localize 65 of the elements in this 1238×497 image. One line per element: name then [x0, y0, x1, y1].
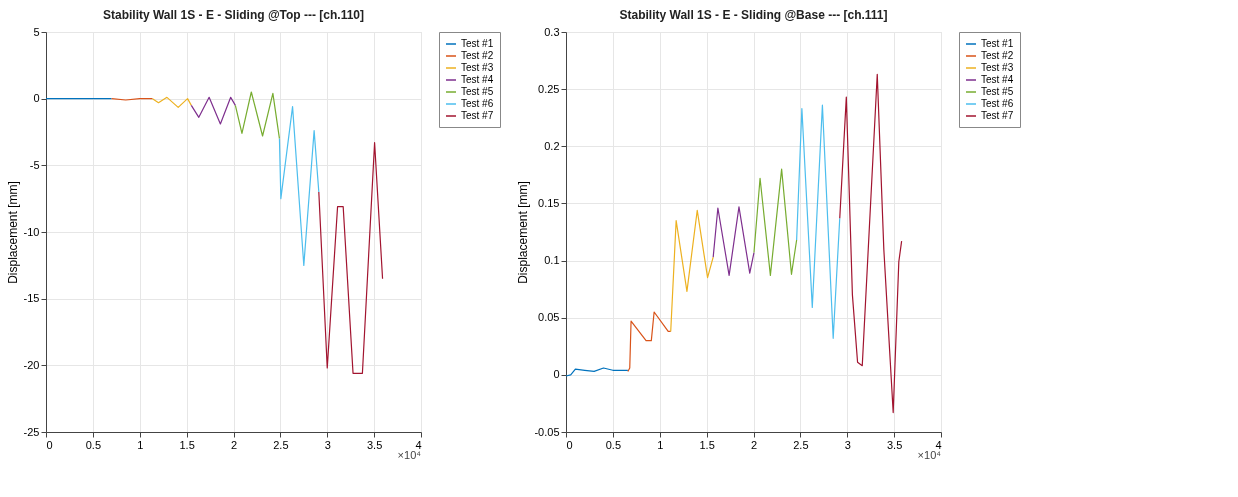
x-tick-label: 1.5	[699, 438, 715, 451]
legend-label: Test #5	[981, 86, 1014, 97]
x-tick-label: 0.5	[85, 438, 102, 451]
y-tick-label: 5	[33, 25, 40, 38]
y-tick-label: -15	[23, 292, 40, 305]
legend-label: Test #5	[461, 86, 494, 97]
x-tick-label: 4	[935, 438, 942, 451]
y-tick-label: -10	[23, 225, 40, 238]
x-tick-label: 2.5	[793, 438, 809, 451]
x-tick-label: 0.5	[605, 438, 622, 451]
legend-label: Test #2	[981, 50, 1014, 61]
legend-label: Test #4	[981, 74, 1014, 85]
legend-label: Test #2	[461, 50, 494, 61]
x-tick-label: 0	[566, 438, 573, 451]
line-series	[839, 73, 903, 414]
y-tick-label: 0.3	[544, 25, 560, 38]
x-tick-label: 2.5	[273, 438, 289, 451]
text: ×10⁴	[917, 449, 942, 461]
line-series	[712, 206, 755, 277]
line-series	[278, 106, 320, 266]
line-series	[190, 96, 236, 125]
x-tick-label: 1.5	[179, 438, 195, 451]
line-series	[627, 311, 672, 373]
legend-label: Test #7	[461, 110, 494, 121]
line-series	[566, 367, 629, 377]
x-tick-label: 2	[750, 438, 758, 451]
line-series	[796, 104, 841, 339]
line-series	[151, 96, 192, 108]
y-tick-label: 0.1	[544, 254, 560, 267]
y-tick-label: 0.15	[538, 196, 560, 209]
line-series	[753, 168, 798, 277]
legend-label: Test #1	[981, 38, 1014, 49]
legend-label: Test #6	[461, 98, 494, 109]
y-tick-label: 0	[33, 92, 40, 105]
y-tick-label: 0.2	[544, 139, 560, 152]
y-tick-label: -25	[23, 425, 40, 438]
legend-label: Test #3	[981, 62, 1014, 73]
line-series	[670, 209, 714, 333]
x-tick-label: 3.5	[366, 438, 383, 451]
legend-label: Test #3	[461, 62, 494, 73]
y-tick-label: 0.05	[538, 311, 560, 324]
x-tick-label: 3	[844, 438, 851, 451]
y-tick-label: -0.05	[534, 425, 560, 438]
legend-label: Test #4	[461, 74, 494, 85]
chart-title: Stability Wall 1S - E - Sliding @Top --- [ch.110]	[102, 8, 365, 22]
y-axis-title: Displacement [mm]	[516, 181, 531, 284]
x-tick-label: 2	[230, 438, 238, 451]
chart-title: Stability Wall 1S - E - Sliding @Base --- [ch.111]	[619, 8, 888, 22]
y-tick-label: 0.25	[538, 82, 560, 95]
line-series	[234, 91, 281, 140]
y-tick-label: -5	[29, 158, 40, 171]
x-tick-label: 3.5	[886, 438, 903, 451]
x-tick-label: 3	[324, 438, 331, 451]
legend-label: Test #7	[981, 110, 1014, 121]
x-tick-label: 4	[415, 438, 422, 451]
legend-label: Test #6	[981, 98, 1014, 109]
y-tick-label: 0	[553, 368, 560, 381]
line-series	[318, 142, 384, 374]
x-tick-label: 1	[657, 438, 664, 451]
legend-label: Test #1	[461, 38, 494, 49]
x-tick-label: 1	[137, 438, 144, 451]
x-tick-label: 0	[46, 438, 53, 451]
text: ×10⁴	[397, 449, 422, 461]
y-axis-title: Displacement [mm]	[5, 181, 20, 284]
y-tick-label: -20	[23, 358, 40, 371]
